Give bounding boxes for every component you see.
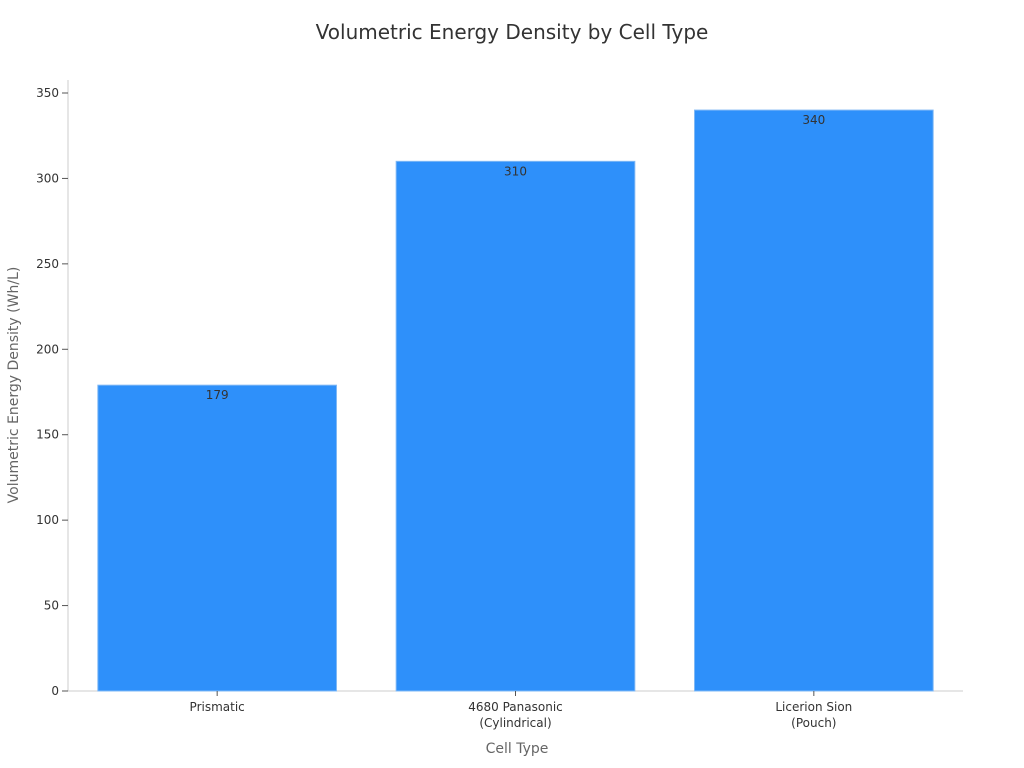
y-tick-label: 50 <box>44 599 59 613</box>
y-tick-label: 100 <box>36 513 59 527</box>
x-axis-label: Cell Type <box>485 741 549 757</box>
bar-value-label: 310 <box>504 164 527 178</box>
bar <box>395 160 636 692</box>
y-tick-label: 150 <box>36 428 59 442</box>
x-tick-label: (Pouch) <box>791 716 836 730</box>
bar <box>694 109 934 692</box>
y-tick-label: 300 <box>36 171 59 185</box>
y-tick-label: 0 <box>51 684 59 698</box>
y-tick-label: 250 <box>36 257 59 271</box>
x-tick-label: 4680 Panasonic <box>468 700 563 714</box>
y-tick-label: 200 <box>36 342 59 356</box>
bar-value-label: 179 <box>206 388 229 402</box>
x-tick-label: Licerion Sion <box>775 700 852 714</box>
chart-title: Volumetric Energy Density by Cell Type <box>315 20 709 44</box>
x-tick-label: (Cylindrical) <box>479 716 551 730</box>
x-tick-label: Prismatic <box>190 700 245 714</box>
y-tick-label: 350 <box>36 86 59 100</box>
bar <box>97 384 338 692</box>
bar-value-label: 340 <box>802 113 825 127</box>
